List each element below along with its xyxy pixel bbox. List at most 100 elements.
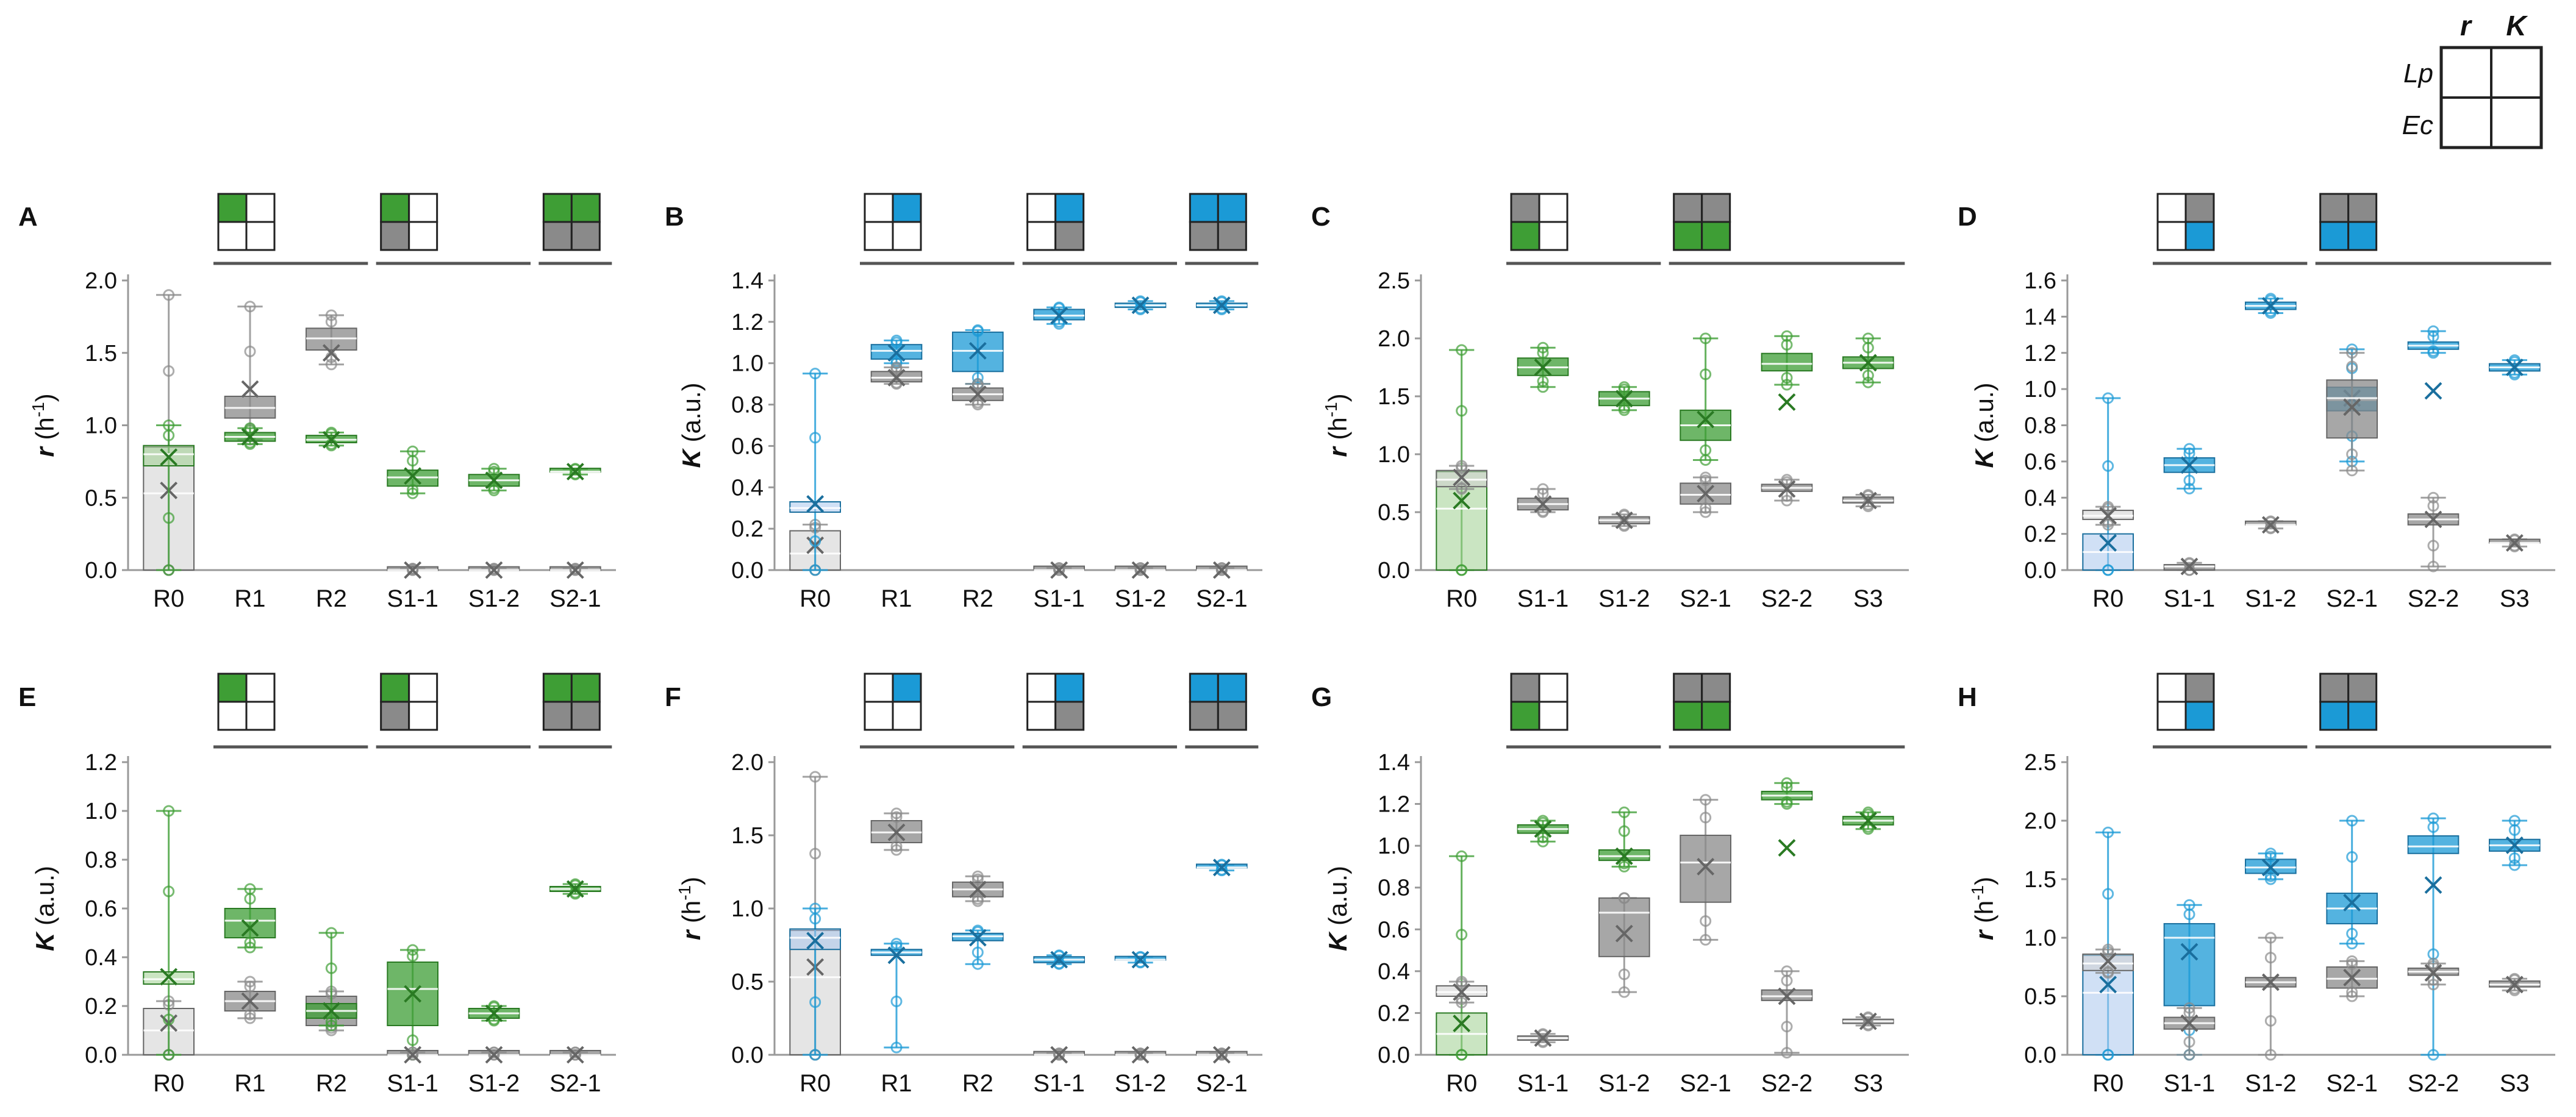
box-R0-blue — [789, 902, 842, 1061]
data-point — [325, 359, 337, 371]
group-icon-cell — [542, 221, 573, 251]
box-R2-grey — [952, 870, 1004, 907]
mean-marker — [887, 946, 906, 965]
box-S1-2-grey — [468, 561, 520, 579]
panel-B: B 0.0 0.2 0.4 0.6 0.8 1.0 1.2 1.4 K (a.u.) R0 R1 R2 S… — [665, 193, 1262, 612]
y-tick-label: 1.0 — [2024, 926, 2056, 951]
data-point — [1618, 860, 1630, 873]
box-R2-blue — [952, 924, 1004, 970]
y-axis-label-var: K — [1323, 926, 1352, 951]
mean-marker — [1453, 983, 1471, 1001]
data-point — [1537, 381, 1549, 393]
mean-marker — [2099, 952, 2117, 970]
mean-marker — [2180, 943, 2199, 961]
data-point — [2183, 1002, 2195, 1014]
box-iqr — [1680, 835, 1731, 903]
mean-marker — [241, 428, 259, 446]
mean-marker — [566, 1046, 584, 1064]
group-icon-cell — [2184, 193, 2215, 223]
data-point — [809, 848, 821, 860]
data-point — [2427, 330, 2439, 343]
data-point — [2183, 482, 2195, 494]
panel-letter: D — [1958, 202, 1977, 232]
mean-marker — [2099, 976, 2117, 994]
group-icon-cell — [1054, 193, 1085, 223]
box-S1-2-grey — [1598, 509, 1650, 532]
box-S3-blue — [2489, 354, 2541, 380]
y-tick-label: 0.8 — [731, 393, 764, 418]
y-tick-label: 0.0 — [731, 1043, 764, 1068]
y-tick-label: 1.2 — [731, 310, 764, 335]
mean-marker — [968, 929, 987, 947]
mean-marker — [1859, 812, 1877, 830]
data-point — [163, 289, 175, 301]
mean-marker — [1859, 1012, 1877, 1030]
mean-marker — [1697, 485, 1715, 503]
data-point — [488, 564, 500, 576]
box-R0-blue — [789, 368, 842, 576]
data-point — [2102, 460, 2114, 472]
y-axis-label-var: K — [30, 926, 59, 951]
panel-letter: A — [18, 202, 38, 232]
y-tick-label: 1.5 — [1378, 384, 1410, 410]
data-point — [809, 996, 821, 1008]
data-point — [1456, 993, 1468, 1005]
box-iqr — [1598, 897, 1650, 957]
data-point — [2427, 960, 2439, 972]
mean-marker — [968, 341, 987, 360]
y-tick-label: 1.0 — [731, 896, 764, 922]
group-icon-cell — [1673, 701, 1703, 731]
group-icon-cell — [864, 701, 894, 731]
y-axis-label-var: K — [1970, 443, 1998, 468]
mean-marker — [2424, 964, 2442, 982]
box-R1-grey — [224, 976, 276, 1024]
group-icon-cell — [408, 221, 438, 251]
x-tick-label: R2 — [316, 1070, 347, 1097]
data-point — [1456, 977, 1468, 990]
box-R1-grey — [870, 807, 923, 856]
data-point — [2183, 1036, 2195, 1048]
panel-letter: G — [1311, 682, 1332, 712]
data-point — [809, 1049, 821, 1061]
data-point — [1537, 831, 1549, 843]
mean-marker — [241, 919, 259, 937]
box-R0-grey — [1436, 460, 1487, 495]
data-point — [1700, 506, 1712, 518]
data-point — [971, 380, 984, 392]
box-S1-1-grey — [1033, 561, 1086, 579]
y-tick-label: 2.0 — [731, 750, 764, 776]
y-tick-label: 0.8 — [2024, 413, 2056, 439]
x-tick-label: R0 — [1446, 1070, 1477, 1097]
data-point — [1781, 476, 1793, 488]
y-tick-label: 0.2 — [1378, 1001, 1410, 1026]
box-iqr — [2326, 379, 2378, 439]
y-tick-label: 0.0 — [731, 558, 764, 583]
group-icon-cell — [1217, 701, 1247, 731]
mean-marker — [566, 561, 584, 579]
group-icon-cell — [380, 193, 410, 223]
group-icon-cell — [1538, 673, 1569, 703]
data-point — [163, 512, 175, 524]
panel-letter: E — [18, 682, 36, 712]
box-S2-2-grey — [2407, 957, 2460, 991]
box-S2-1-grey — [549, 1046, 601, 1064]
box-S2-2-green — [1761, 777, 1813, 857]
y-axis-label-unit: (h — [30, 417, 59, 440]
data-point — [2508, 824, 2521, 836]
group-icon-cell — [1054, 673, 1085, 703]
box-S1-2-green — [1598, 806, 1650, 873]
panel-letter: C — [1311, 202, 1331, 232]
mean-marker — [1050, 307, 1068, 325]
mean-marker — [241, 992, 259, 1010]
box-S2-2-grey — [1761, 965, 1813, 1059]
box-S1-1-grey — [1517, 1028, 1569, 1048]
group-icon-cell — [1189, 221, 1219, 251]
mean-marker — [887, 344, 906, 362]
mean-marker — [2505, 976, 2524, 994]
group-icon-cell — [2319, 193, 2350, 223]
data-point — [1456, 1049, 1468, 1061]
y-tick-label: 1.2 — [2024, 341, 2056, 366]
data-point — [325, 1016, 337, 1028]
group-icon-cell — [1217, 673, 1247, 703]
